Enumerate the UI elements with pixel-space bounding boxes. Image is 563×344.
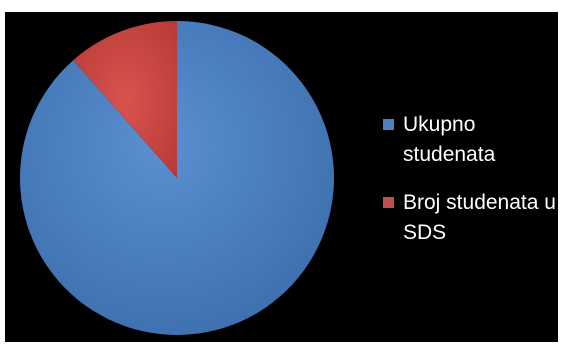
legend-swatch-blue — [383, 119, 394, 130]
legend-swatch-red — [383, 197, 394, 208]
legend-item-ukupno: Ukupno studenata — [383, 110, 563, 170]
legend-label: Broj studenata u SDS — [403, 191, 556, 244]
pie-slice-ukupno-studenata — [19, 21, 334, 335]
pie-chart — [19, 21, 334, 335]
pie-slice-broj-studenata-u-sds — [73, 21, 177, 178]
legend-item-sds: Broj studenata u SDS — [383, 188, 563, 248]
legend: Ukupno studenata Broj studenata u SDS — [383, 110, 563, 266]
legend-label: Ukupno studenata — [403, 113, 496, 166]
chart-frame: Ukupno studenata Broj studenata u SDS — [5, 12, 558, 342]
